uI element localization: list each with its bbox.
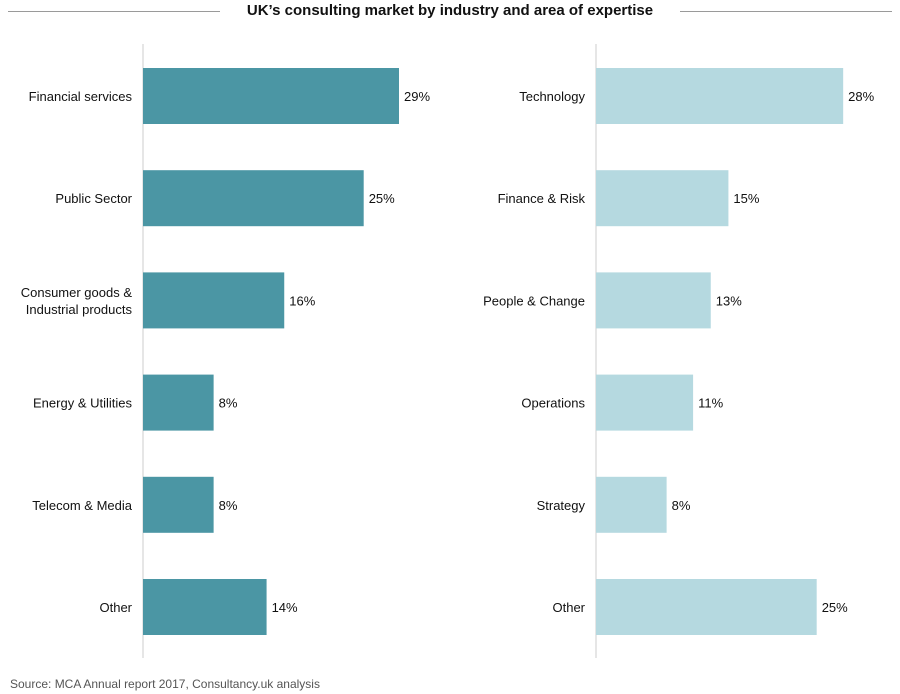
expertise-category-label-3: People & Change [483,293,585,308]
industry-value-label-3: 16% [289,293,315,308]
expertise-bar-2 [596,170,728,226]
industry-value-label-4: 8% [219,396,238,411]
expertise-bar-4 [596,375,693,431]
industry-bar-3 [143,272,284,328]
expertise-category-label-2: Finance & Risk [498,191,586,206]
expertise-category-label-6: Other [552,600,585,615]
expertise-value-label-1: 28% [848,89,874,104]
industry-bar-4 [143,375,214,431]
expertise-value-label-3: 13% [716,293,742,308]
industry-bar-5 [143,477,214,533]
industry-category-label-4: Energy & Utilities [33,396,132,411]
industry-value-label-2: 25% [369,191,395,206]
industry-category-label-2: Public Sector [55,191,132,206]
expertise-category-label-5: Strategy [537,498,586,513]
industry-value-label-6: 14% [272,600,298,615]
expertise-category-label-4: Operations [521,396,585,411]
expertise-category-label-1: Technology [519,89,585,104]
industry-bar-2 [143,170,364,226]
industry-category-label-5: Telecom & Media [32,498,132,513]
expertise-bar-5 [596,477,667,533]
industry-category-label-3: Consumer goods & Industrial products [21,285,133,317]
expertise-value-label-6: 25% [822,600,848,615]
expertise-bar-1 [596,68,843,124]
expertise-bar-6 [596,579,817,635]
industry-category-label-6: Other [99,600,132,615]
industry-value-label-1: 29% [404,89,430,104]
industry-category-label-1: Financial services [29,89,133,104]
source-note: Source: MCA Annual report 2017, Consulta… [10,677,320,691]
industry-bar-6 [143,579,267,635]
expertise-value-label-5: 8% [672,498,691,513]
expertise-value-label-2: 15% [733,191,759,206]
industry-bar-1 [143,68,399,124]
industry-value-label-5: 8% [219,498,238,513]
expertise-value-label-4: 11% [698,396,723,411]
expertise-bar-3 [596,272,711,328]
chart-canvas: 29% Financial services 25% Public Sector 16%… [0,0,900,694]
